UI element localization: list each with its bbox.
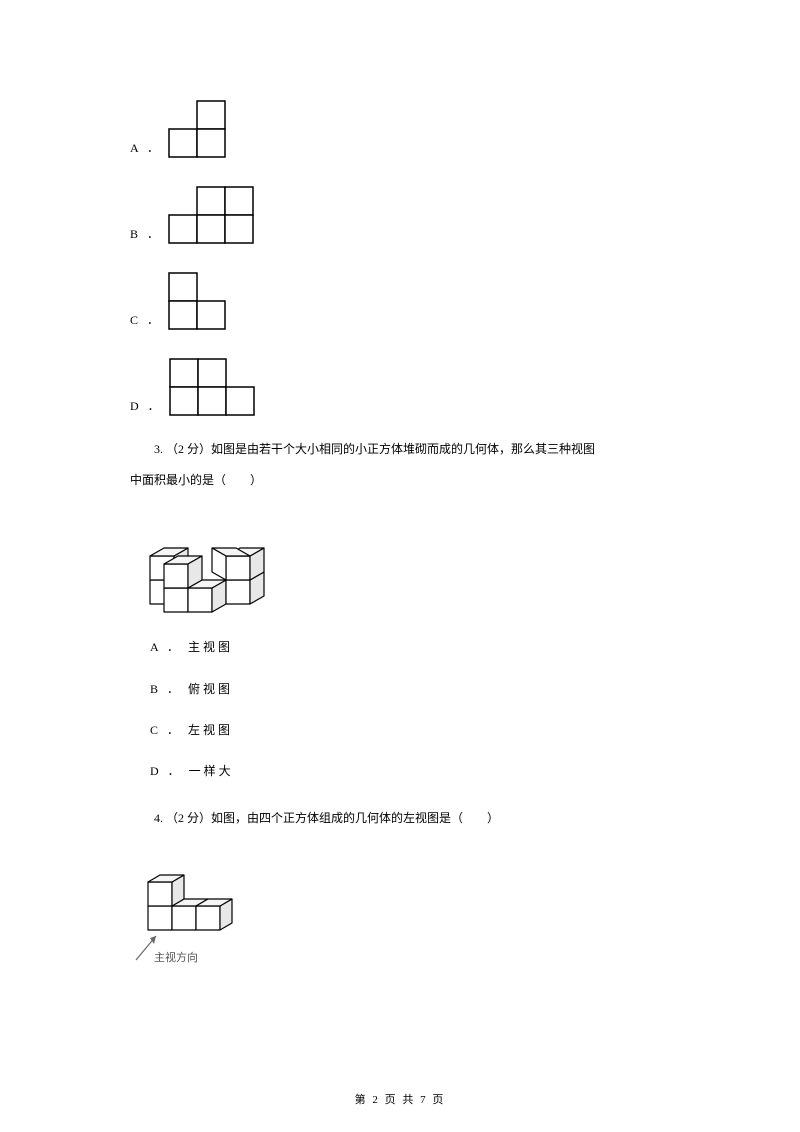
- q2-fig-d: [169, 358, 257, 416]
- q3-option-d[interactable]: D ． 一样大: [150, 762, 670, 781]
- q2-option-a[interactable]: A ．: [130, 100, 670, 158]
- q3-iso-svg: [140, 520, 280, 620]
- option-label-d: D ．: [130, 397, 163, 416]
- q3-line1: 3. （2 分）如图是由若干个大小相同的小正方体堆砌而成的几何体，那么其三种视图: [154, 442, 595, 456]
- q3-option-c[interactable]: C ． 左视图: [150, 721, 670, 740]
- q3-option-b[interactable]: B ． 俯视图: [150, 680, 670, 699]
- footer-current: 2: [372, 1094, 380, 1106]
- q4-figure: 主视方向: [130, 858, 670, 968]
- q3-text: 3. （2 分）如图是由若干个大小相同的小正方体堆砌而成的几何体，那么其三种视图…: [130, 434, 670, 496]
- q2-fig-b: [168, 186, 256, 244]
- q2-fig-c: [168, 272, 228, 330]
- q4-iso-svg: 主视方向: [130, 858, 250, 968]
- q4-text: 4. （2 分）如图，由四个正方体组成的几何体的左视图是（ ）: [130, 803, 670, 834]
- q3-figure: [140, 520, 670, 620]
- footer-total: 7: [420, 1094, 428, 1106]
- q2-option-d[interactable]: D ．: [130, 358, 670, 416]
- footer-suffix: 页: [432, 1094, 445, 1106]
- page-footer: 第 2 页 共 7 页: [0, 1091, 800, 1107]
- footer-prefix: 第: [355, 1094, 368, 1106]
- footer-mid: 页 共: [385, 1094, 416, 1106]
- option-label-a: A ．: [130, 139, 162, 158]
- q3-line2: 中面积最小的是（ ）: [106, 465, 262, 496]
- q2-option-b[interactable]: B ．: [130, 186, 670, 244]
- q2-fig-a: [168, 100, 228, 158]
- option-label-c: C ．: [130, 311, 162, 330]
- q2-option-c[interactable]: C ．: [130, 272, 670, 330]
- option-label-b: B ．: [130, 225, 162, 244]
- q3-option-a[interactable]: A ． 主视图: [150, 638, 670, 657]
- q4-arrow-label: 主视方向: [154, 950, 198, 964]
